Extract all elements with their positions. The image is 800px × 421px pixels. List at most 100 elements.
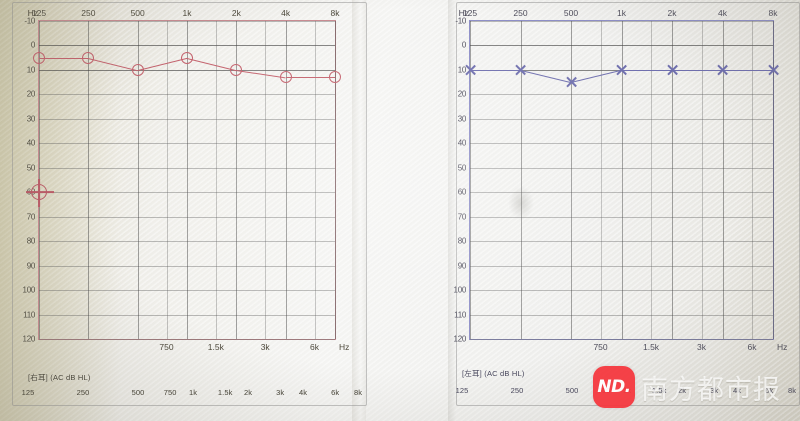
y-axis-tick-label: -10 (24, 16, 35, 26)
y-axis-tick-label: 50 (26, 163, 36, 173)
frequency-strip-label: 500 (131, 387, 145, 397)
x-axis-bottom-label: 6k (310, 342, 320, 352)
x-axis-top-label: 1k (182, 8, 192, 18)
data-point-marker (181, 51, 193, 64)
y-axis-tick-label: 10 (26, 65, 36, 75)
data-point-marker (615, 63, 628, 76)
data-line-segment (520, 69, 572, 84)
gridline-vertical (137, 21, 139, 339)
watermark-logo: ND. (593, 366, 635, 408)
gridline-vertical (571, 21, 572, 339)
y-axis-tick-label: 80 (457, 236, 467, 246)
x-axis-top-label: 250 (513, 8, 528, 18)
frequency-strip-label: 4k (732, 385, 742, 395)
gridline-vertical (600, 21, 602, 339)
x-axis-top-label: 1k (617, 8, 626, 18)
right-sheet-shadow (448, 0, 456, 421)
y-axis-tick-label: -10 (455, 16, 466, 26)
gridline-vertical (752, 21, 754, 339)
y-axis-tick-label: 70 (26, 212, 36, 222)
frequency-strip-label: 250 (76, 387, 90, 397)
y-axis-tick-label: 20 (457, 89, 467, 99)
x-axis-bottom-label: 3k (260, 342, 270, 352)
y-axis-tick-label: 30 (457, 114, 467, 124)
data-line-segment (88, 57, 138, 71)
y-axis-tick-label: 20 (26, 89, 36, 99)
x-axis-top-label: 500 (563, 8, 579, 18)
paper-fold-shadow (352, 0, 366, 421)
frequency-strip-label: 8k (787, 385, 797, 395)
gridline-horizontal (470, 339, 773, 340)
y-axis-tick-label: 120 (22, 334, 36, 344)
data-line-segment (39, 57, 89, 59)
x-axis-top-label: 500 (130, 8, 145, 18)
y-axis-tick-label: 90 (26, 261, 36, 271)
y-axis-tick-label: 90 (457, 261, 467, 271)
data-point-marker (33, 51, 45, 64)
frequency-strip-label: 125 (21, 387, 35, 397)
frequency-strip-label: 2k (677, 385, 687, 395)
axis-unit-bottom-right: Hz (339, 342, 350, 352)
x-axis-top-label: 4k (281, 8, 291, 18)
data-line-segment (672, 69, 723, 71)
frequency-strip-label: 1k (188, 387, 198, 397)
audiogram-plot-right-ear: Hz Hz -10 0 10 20 30 40 50 60 70 80 90 100 110 120 125… (23, 8, 350, 352)
data-point-marker (279, 71, 292, 84)
y-axis-tick-label: 100 (22, 285, 36, 295)
axis-unit-top-left: Hz (27, 8, 38, 18)
caption-left-ear: [左耳] (AC dB HL) (462, 369, 525, 378)
gridline-vertical (722, 21, 724, 339)
data-line-segment (722, 69, 773, 71)
frequency-strip-label: 8k (353, 387, 363, 397)
watermark-publisher: 南方都市报 (641, 374, 781, 406)
gridline-vertical (166, 21, 168, 339)
y-axis-tick-label: 10 (457, 65, 467, 75)
frequency-strip-label: 1.5k (651, 385, 667, 395)
y-axis-tick-label: 0 (461, 40, 466, 50)
frequency-strip-label: 125 (455, 385, 469, 395)
data-point-marker (329, 71, 341, 84)
frequency-strip-label: 6k (331, 387, 340, 397)
x-axis-bottom-label: 1.5k (642, 342, 660, 352)
audiogram-panel-right-ear: Hz Hz -10 0 10 20 30 40 50 60 70 80 90 100 110 120 125… (2, 0, 374, 421)
x-axis-top-label: 2k (667, 8, 677, 18)
y-axis-tick-label: 110 (454, 310, 466, 320)
gridline-vertical (701, 21, 703, 339)
x-axis-bottom-label: 1.5k (207, 342, 224, 352)
x-axis-top-label: 8k (768, 8, 778, 18)
data-point-marker (82, 51, 95, 64)
y-axis-tick-label: 100 (453, 285, 467, 295)
data-line-segment (285, 77, 335, 79)
y-axis-tick-label: 120 (453, 334, 467, 344)
sheet-edge-left (12, 2, 367, 406)
gridline-vertical (773, 21, 774, 339)
gridline-vertical (236, 21, 238, 339)
watermark: ND. 南方都市报 (593, 366, 781, 408)
gridline-vertical (651, 21, 653, 339)
gridline-vertical (215, 21, 217, 339)
no-response-marker (31, 184, 47, 201)
gridline-horizontal (39, 339, 335, 340)
data-line-segment (470, 69, 521, 71)
frequency-strip-label: 2k (243, 387, 253, 397)
y-axis-tick-label: 30 (26, 114, 36, 124)
data-point-marker (514, 63, 527, 76)
gridline-vertical (314, 21, 316, 339)
y-axis-tick-label: 80 (26, 236, 36, 246)
audiogram-plot-left-ear: Hz Hz -10 0 10 20 30 40 50 60 70 80 90 100 110 120 125… (454, 8, 788, 352)
paper-smudge (508, 186, 534, 220)
y-axis-tick-label: 50 (457, 163, 467, 173)
data-line-segment (621, 69, 672, 71)
x-axis-top-label: 2k (231, 8, 241, 18)
x-axis-bottom-label: 6k (747, 342, 757, 352)
data-point-marker (666, 63, 679, 76)
gridline-vertical (672, 21, 673, 339)
y-axis-tick-label: 60 (457, 187, 467, 197)
data-line-segment (570, 69, 622, 84)
axis-unit-bottom-right: Hz (777, 342, 788, 352)
frequency-strip-label: 4k (298, 387, 308, 397)
gridline-vertical (520, 21, 522, 339)
audiogram-panel-left-ear: Hz Hz -10 0 10 20 30 40 50 60 70 80 90 100 110 120 125… (452, 0, 800, 421)
x-axis-bottom-label: 750 (159, 342, 174, 352)
gridline-vertical (265, 21, 267, 339)
